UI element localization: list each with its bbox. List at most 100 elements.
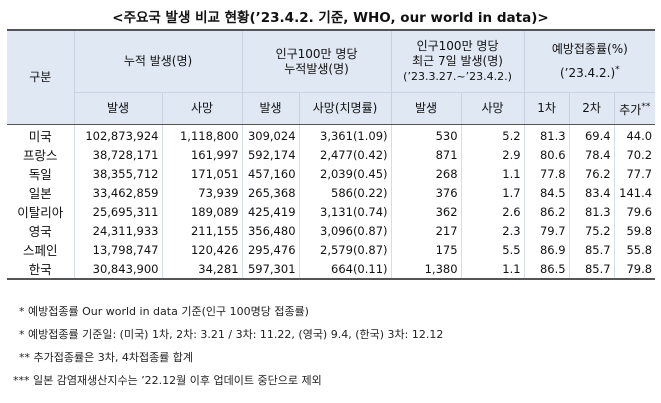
cell-dose1: 86.5	[523, 259, 570, 280]
cell-dose1: 80.6	[523, 145, 570, 164]
cell-booster: 55.8	[613, 240, 656, 259]
cell-recent-deaths: 2.6	[460, 202, 525, 221]
subheader-booster-label: 추가	[619, 102, 642, 117]
cell-pm-deaths: 3,096(0.87)	[298, 221, 392, 240]
cell-dose2: 69.4	[568, 124, 615, 145]
table-row: 독일 38,355,712 171,051 457,160 2,039(0.45) 268…	[7, 164, 656, 183]
cell-booster: 141.4	[613, 183, 656, 202]
cell-country: 스페인	[22, 243, 58, 258]
cell-deaths: 34,281	[161, 259, 243, 280]
cell-dose2: 85.7	[568, 259, 615, 280]
cell-deaths: 171,051	[161, 164, 243, 183]
cell-recent-deaths: 5.2	[460, 124, 525, 145]
header-gubun: 구분	[7, 29, 75, 125]
cell-pm-deaths: 664(0.11)	[298, 259, 392, 280]
table-title: <주요국 발생 비교 현황(’23.4.2. 기준, WHO, our worl…	[112, 10, 549, 26]
header-vaccination-line2: (’23.4.2.)	[559, 66, 616, 80]
cell-pm-cases: 457,160	[241, 164, 300, 183]
cell-dose2: 75.2	[568, 221, 615, 240]
cell-dose1: 79.7	[523, 221, 570, 240]
subheader-dose1: 1차	[523, 92, 570, 125]
subheader-pm-cases: 발생	[241, 92, 300, 125]
cell-deaths: 211,155	[161, 221, 243, 240]
cell-pm-cases: 265,368	[241, 183, 300, 202]
cell-pm-deaths: 2,039(0.45)	[298, 164, 392, 183]
table-row: 한국 30,843,900 34,281 597,301 664(0.11) 1,380 1…	[7, 259, 656, 280]
cell-deaths: 73,939	[161, 183, 243, 202]
cell-country: 독일	[28, 167, 52, 182]
country-comparison-table: 구분 누적 발생(명) 인구100만 명당 누적발생(명) 인구100만 명당 …	[7, 29, 656, 280]
cell-country: 이탈리아	[17, 205, 64, 220]
subheader-pm-deaths: 사망(치명률)	[298, 92, 392, 125]
header-per-million: 인구100만 명당 누적발생(명)	[241, 29, 392, 93]
cell-deaths: 120,426	[161, 240, 243, 259]
table-row: 프랑스 38,728,171 161,997 592,174 2,477(0.42) 87…	[7, 145, 656, 164]
subheader-recent-deaths: 사망	[460, 92, 525, 125]
cell-pm-cases: 425,419	[241, 202, 300, 221]
table-row: 영국 24,311,933 211,155 356,480 3,096(0.87) 217…	[7, 221, 656, 240]
cell-recent-deaths: 5.5	[460, 240, 525, 259]
subheader-booster: 추가**	[613, 92, 656, 125]
table-row: 일본 33,462,859 73,939 265,368 586(0.22) 376 1.7…	[7, 183, 656, 202]
cell-recent-deaths: 1.1	[460, 164, 525, 183]
cell-pm-cases: 295,476	[241, 240, 300, 259]
header-vaccination-mark: *	[615, 65, 620, 75]
subheader-recent-cases: 발생	[390, 92, 462, 125]
cell-country: 한국	[7, 259, 74, 280]
cell-pm-deaths: 2,477(0.42)	[298, 145, 392, 164]
cell-dose1: 84.5	[523, 183, 570, 202]
cell-dose1: 81.3	[523, 124, 570, 145]
cell-booster: 77.7	[613, 164, 656, 183]
cell-recent-cases: 175	[390, 240, 462, 259]
cell-booster: 79.6	[613, 202, 656, 221]
header-cumulative: 누적 발생(명)	[73, 29, 243, 93]
footnotes: * 예방접종률 Our world in data 기준(인구 100명당 접종…	[11, 303, 443, 395]
footnote-3: ** 추가접종률은 3차, 4차접종률 합계	[19, 351, 194, 364]
cell-cases: 102,873,924	[73, 124, 162, 145]
cell-dose2: 78.4	[568, 145, 615, 164]
cell-dose1: 86.2	[523, 202, 570, 221]
header-recent-7days: 인구100만 명당 최근 7일 발생(명) (’23.3.27.~’23.4.2…	[390, 29, 525, 93]
subheader-cases: 발생	[74, 92, 163, 125]
cell-dose2: 81.3	[568, 202, 615, 221]
table-row: 이탈리아 25,695,311 189,089 425,419 3,131(0.74) 3…	[7, 202, 656, 221]
cell-cases: 30,843,900	[73, 259, 162, 280]
subheader-deaths: 사망	[161, 92, 243, 125]
cell-country: 미국	[28, 129, 52, 144]
cell-pm-cases: 592,174	[241, 145, 300, 164]
table-body: 미국 102,873,924 1,118,800 309,024 3,361(1.09)…	[7, 124, 656, 280]
cell-dose2: 76.2	[568, 164, 615, 183]
cell-recent-cases: 217	[390, 221, 462, 240]
table-row: 미국 102,873,924 1,118,800 309,024 3,361(1.09)…	[7, 124, 656, 145]
cell-cases: 13,798,747	[73, 240, 162, 259]
header-recent-line2: 최근 7일 발생(명)	[412, 54, 503, 68]
cell-cases: 25,695,311	[73, 202, 162, 221]
cell-dose1: 86.9	[523, 240, 570, 259]
footnote-4: *** 일본 감염재생산지수는 ’22.12월 이후 업데이트 중단으로 제외	[13, 374, 322, 387]
header-recent-line1: 인구100만 명당	[416, 39, 499, 53]
header-per-million-line2: 누적발생(명)	[284, 61, 349, 76]
cell-pm-deaths: 586(0.22)	[298, 183, 392, 202]
cell-deaths: 161,997	[161, 145, 243, 164]
table-row: 스페인 13,798,747 120,426 295,476 2,579(0.87) 17…	[7, 240, 656, 259]
cell-pm-deaths: 3,361(1.09)	[298, 124, 392, 145]
cell-recent-cases: 530	[390, 124, 462, 145]
cell-booster: 79.8	[613, 259, 656, 280]
cell-recent-deaths: 2.3	[460, 221, 525, 240]
footnote-1: * 예방접종률 Our world in data 기준(인구 100명당 접종…	[19, 305, 309, 318]
cell-booster: 59.8	[613, 221, 656, 240]
footnote-2: * 예방접종률 기준일: (미국) 1차, 2차: 3.21 / 3차: 11.…	[19, 328, 444, 341]
cell-cases: 33,462,859	[73, 183, 162, 202]
subheader-booster-mark: **	[641, 101, 651, 112]
cell-recent-cases: 268	[390, 164, 462, 183]
cell-cases: 38,728,171	[73, 145, 162, 164]
cell-deaths: 189,089	[161, 202, 243, 221]
cell-pm-deaths: 3,131(0.74)	[298, 202, 392, 221]
header-vaccination-line1: 예방접종률(%)	[551, 42, 628, 56]
cell-recent-deaths: 1.1	[460, 259, 525, 280]
subheader-dose2: 2차	[568, 92, 615, 125]
cell-recent-cases: 362	[390, 202, 462, 221]
cell-recent-deaths: 1.7	[460, 183, 525, 202]
cell-cases: 24,311,933	[73, 221, 162, 240]
cell-booster: 44.0	[613, 124, 656, 145]
